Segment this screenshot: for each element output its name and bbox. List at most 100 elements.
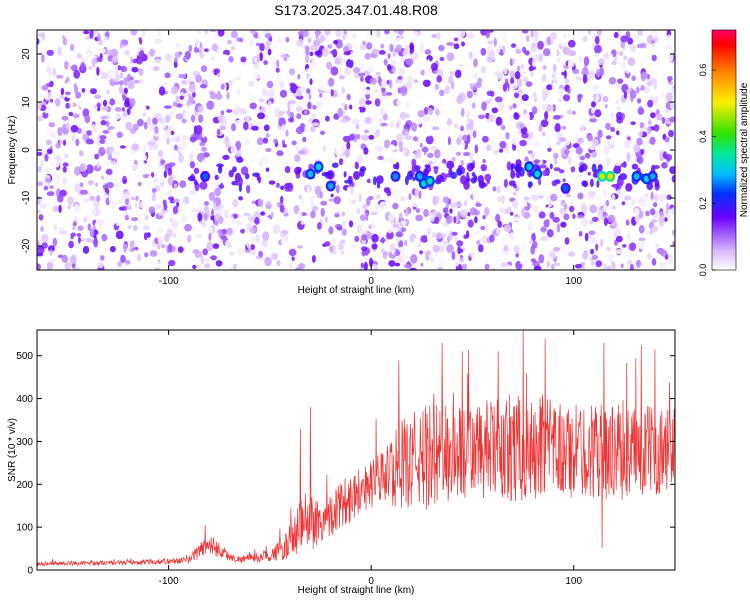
spectrogram-cell	[258, 98, 265, 103]
spectrogram-cell	[540, 236, 548, 242]
spectrogram-cell	[324, 259, 329, 267]
spectrogram-cell	[231, 216, 235, 225]
spectrogram-cell	[279, 89, 288, 98]
spectrogram-cell	[288, 117, 295, 123]
spectrogram-cell	[392, 202, 399, 210]
spectrogram-cell	[492, 230, 497, 236]
spectrogram-cell	[235, 119, 244, 126]
spectrogram-cell	[466, 212, 471, 217]
spectrogram-cell	[143, 121, 148, 130]
spectrogram-cell	[259, 51, 263, 60]
spectrogram-cell	[340, 250, 345, 255]
spectrogram-cell	[204, 30, 208, 35]
spectrogram-cell	[37, 263, 41, 270]
spectrogram-cell	[482, 135, 489, 143]
spectrogram-cell	[328, 226, 334, 235]
spectrogram-cell	[454, 262, 460, 267]
spectrogram-cell	[92, 123, 96, 131]
spectrogram-cell	[204, 258, 209, 263]
spectrogram-cell	[487, 51, 494, 57]
spectrogram-cell	[419, 142, 423, 148]
spectrogram-cell	[415, 132, 423, 137]
spectrogram-cell	[447, 136, 451, 146]
spectrogram-cell	[374, 145, 381, 151]
spectrogram-cell	[594, 44, 602, 54]
spectrogram-cell	[620, 263, 624, 269]
spectrogram-cell	[237, 221, 243, 226]
spectrogram-cell	[192, 264, 197, 270]
spectrogram-cell	[317, 222, 322, 230]
spectrogram-cell	[173, 144, 178, 151]
spectrogram-cell	[667, 75, 673, 82]
spectrogram-cell	[198, 251, 203, 258]
spectrogram-cell	[46, 261, 54, 270]
spectrogram-cell	[620, 35, 629, 43]
spectrogram-cell	[193, 193, 201, 202]
spectrogram-cell	[166, 137, 170, 145]
spectrogram-cell	[320, 207, 325, 217]
spectrogram-cell	[97, 33, 101, 42]
spectrogram-cell	[60, 230, 67, 235]
spectrogram-cell	[361, 134, 369, 141]
spectrogram-cell	[199, 51, 204, 59]
spectrogram-cell	[521, 94, 529, 102]
spectrogram-xlabel: Height of straight line (km)	[298, 285, 415, 296]
spectrogram-cell	[460, 248, 464, 253]
spectrogram-cell	[202, 248, 208, 256]
spectrogram-cell	[220, 110, 225, 115]
spectrogram-cell	[210, 56, 215, 61]
spectrogram-cell	[411, 202, 420, 208]
spectrogram-cell	[352, 33, 357, 39]
spectrogram-cell	[155, 260, 159, 265]
spectrogram-cell	[300, 231, 304, 241]
spectrogram-cell	[446, 42, 455, 46]
spectrogram-cell	[112, 151, 121, 157]
spectrogram-cell	[254, 62, 260, 70]
spectrogram-cell	[496, 132, 503, 139]
spectrogram-cell	[418, 190, 422, 199]
spectrogram-cell	[358, 97, 366, 108]
spectrogram-cell	[339, 239, 346, 244]
spectrogram-cell	[119, 145, 126, 149]
spectrogram-cell	[514, 71, 521, 80]
spectrogram-cell	[615, 249, 623, 255]
spectrogram-cell	[512, 191, 517, 196]
spectrogram-cell	[444, 85, 450, 95]
spectrogram-cell	[259, 219, 266, 224]
spectrogram-cell	[158, 211, 165, 216]
spectrogram-cell	[364, 129, 369, 134]
spectrogram-cell	[410, 122, 418, 132]
spectrogram-cell	[151, 192, 156, 202]
spectrogram-cell	[338, 75, 345, 80]
spectrogram-cell	[605, 135, 612, 140]
spectrogram-cell	[651, 258, 657, 266]
spectrogram-cell	[375, 129, 380, 138]
spectrogram-cell	[403, 263, 411, 269]
spectrogram-cell	[350, 185, 354, 195]
spectrogram-cell	[295, 142, 302, 147]
spectrogram-cell	[395, 237, 401, 242]
spectrogram-cell	[491, 107, 499, 114]
spectrogram-cell	[591, 163, 597, 173]
spectrogram-cell	[157, 236, 165, 244]
spectrogram-cell	[366, 159, 373, 167]
spectrogram-cell	[650, 219, 658, 223]
spectrogram-cell	[553, 262, 561, 267]
spectrogram-cell	[494, 96, 503, 103]
spectrogram-cell	[649, 136, 656, 145]
spectrogram-cell	[326, 61, 333, 70]
spectrogram-cell	[661, 162, 668, 169]
spectrogram-cell	[651, 49, 658, 55]
spectrogram-cell	[554, 123, 561, 133]
spectrogram-cell	[547, 199, 553, 208]
spectrogram-cell	[59, 95, 65, 100]
spectrogram-cell	[623, 91, 628, 100]
spectrogram-cell	[360, 262, 364, 268]
spectrogram-cell	[352, 118, 361, 126]
spectrogram-cell	[611, 60, 617, 66]
spectrogram-cell	[453, 123, 458, 129]
spectrogram-cell	[342, 219, 346, 228]
spectrogram-cell	[159, 259, 163, 267]
spectrogram-cell	[477, 175, 484, 184]
spectrogram-cell	[45, 139, 53, 146]
